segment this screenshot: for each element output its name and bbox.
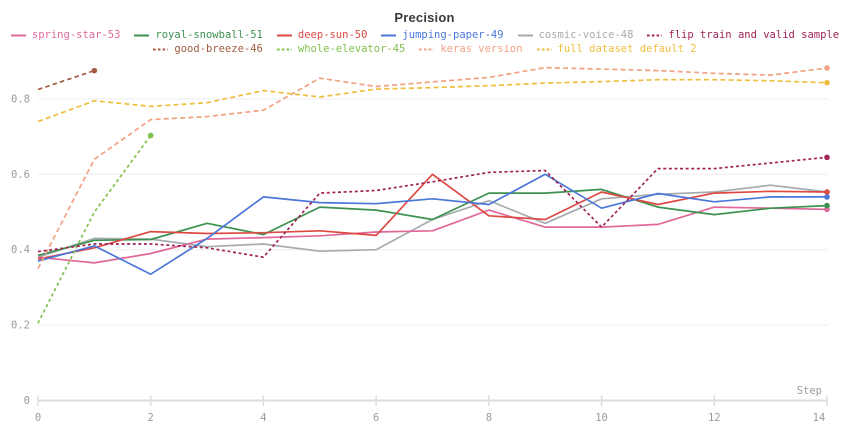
legend-label: whole-elevator-45 <box>297 43 406 55</box>
x-tick-label: 14 <box>813 412 826 424</box>
series-endpoint-full-dataset-default-2 <box>824 79 830 86</box>
dashed-line-swatch-icon <box>536 48 552 51</box>
legend-item-flip-train-and-valid-sample[interactable]: flip train and valid sample <box>646 29 839 42</box>
legend-item-spring-star-53[interactable]: spring-star-53 <box>10 29 121 42</box>
legend-label: jumping-paper-49 <box>402 29 504 41</box>
y-tick-label: 0.8 <box>11 93 30 105</box>
legend-label: keras version <box>440 43 523 55</box>
series-line-royal-snowball-51 <box>37 188 828 257</box>
x-tick-label: 2 <box>148 412 154 424</box>
series-endpoint-deep-sun-50 <box>824 189 830 195</box>
series-line-good-breeze-46 <box>37 69 95 91</box>
solid-line-swatch-icon <box>381 34 397 37</box>
legend-label: deep-sun-50 <box>297 29 368 41</box>
solid-line-swatch-icon <box>134 34 150 37</box>
legend-row: good-breeze-46 whole-elevator-45 keras ver… <box>152 43 697 56</box>
series-endpoint-jumping-paper-49 <box>824 194 830 200</box>
dashed-line-swatch-icon <box>647 34 663 37</box>
series-line-spring-star-53 <box>37 206 828 264</box>
legend-label: good-breeze-46 <box>174 43 263 55</box>
solid-line-swatch-icon <box>10 34 26 37</box>
legend-item-whole-elevator-45[interactable]: whole-elevator-45 <box>276 43 405 56</box>
x-axis-title: Step <box>797 385 822 397</box>
dashed-line-swatch-icon <box>153 48 169 51</box>
chart-title: Precision <box>394 10 455 25</box>
legend-item-keras-version[interactable]: keras version <box>418 43 523 56</box>
legend-label: royal-snowball-51 <box>155 29 263 41</box>
series-line-keras-version <box>37 66 828 269</box>
legend-item-deep-sun-50[interactable]: deep-sun-50 <box>276 29 368 42</box>
y-tick-label: 0.2 <box>11 320 30 332</box>
series-endpoint-royal-snowball-51 <box>824 202 830 209</box>
series-endpoint-good-breeze-46 <box>91 67 98 74</box>
chart-legend: spring-star-53 royal-snowball-51 deep-sun-… <box>0 29 849 56</box>
series-line-cosmic-voice-48 <box>37 184 828 259</box>
legend-item-good-breeze-46[interactable]: good-breeze-46 <box>152 43 263 56</box>
legend-label: full dataset default 2 <box>557 43 697 55</box>
series-line-flip-train-and-valid-sample <box>37 156 828 259</box>
legend-row: spring-star-53 royal-snowball-51 deep-sun-… <box>10 29 839 42</box>
x-tick-label: 8 <box>486 412 492 424</box>
series-line-jumping-paper-49 <box>37 173 827 276</box>
y-tick-label: 0.4 <box>11 244 30 256</box>
solid-line-swatch-icon <box>517 34 533 37</box>
series-line-whole-elevator-45 <box>37 134 152 324</box>
x-tick-label: 12 <box>708 412 721 424</box>
dashed-line-swatch-icon <box>276 48 292 51</box>
x-tick-label: 6 <box>373 412 379 424</box>
y-tick-label: 0 <box>24 395 30 407</box>
legend-label: cosmic-voice-48 <box>538 29 634 41</box>
legend-item-royal-snowball-51[interactable]: royal-snowball-51 <box>133 29 263 42</box>
legend-label: spring-star-53 <box>31 29 121 41</box>
legend-item-full-dataset-default-2[interactable]: full dataset default 2 <box>536 43 697 56</box>
series-endpoint-keras-version <box>824 65 830 71</box>
x-tick-label: 4 <box>260 412 266 424</box>
series-endpoint-whole-elevator-45 <box>147 132 154 139</box>
series-line-full-dataset-default-2 <box>37 78 828 123</box>
dashed-line-swatch-icon <box>419 48 435 51</box>
series-line-deep-sun-50 <box>37 173 828 260</box>
solid-line-swatch-icon <box>276 34 292 37</box>
y-tick-label: 0.6 <box>11 169 30 181</box>
x-tick-label: 10 <box>595 412 608 424</box>
legend-label: flip train and valid sample <box>668 29 840 41</box>
legend-item-jumping-paper-49[interactable]: jumping-paper-49 <box>380 29 504 42</box>
legend-item-cosmic-voice-48[interactable]: cosmic-voice-48 <box>517 29 634 42</box>
series-endpoint-flip-train-and-valid-sample <box>824 154 830 161</box>
x-tick-label: 0 <box>35 412 41 424</box>
